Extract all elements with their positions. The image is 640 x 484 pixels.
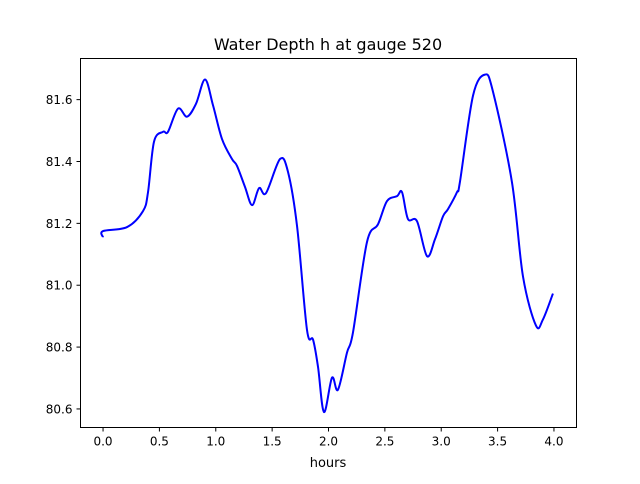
x-tick-label: 0.0 — [93, 435, 112, 449]
x-tick-label: 3.0 — [432, 435, 451, 449]
y-tick-label: 80.8 — [46, 341, 73, 355]
y-tick-label: 81.2 — [46, 217, 73, 231]
x-axis-label: hours — [310, 456, 347, 471]
axes-frame — [80, 58, 577, 428]
x-tick-label: 2.0 — [319, 435, 338, 449]
chart-title: Water Depth h at gauge 520 — [214, 35, 442, 54]
y-tick-label: 81.0 — [46, 279, 73, 293]
series-line-h — [100, 73, 554, 414]
y-tick-label: 80.6 — [46, 402, 73, 416]
y-axis-ticks: 80.6 80.8 81.0 81.2 81.4 81.6 — [46, 93, 81, 416]
x-axis-ticks: 0.0 0.5 1.0 1.5 2.0 2.5 3.0 3.5 4.0 — [93, 427, 564, 449]
x-tick-label: 4.0 — [544, 435, 563, 449]
x-tick-label: 3.5 — [488, 435, 507, 449]
x-tick-label: 2.5 — [375, 435, 394, 449]
x-tick-label: 0.5 — [150, 435, 169, 449]
x-tick-label: 1.5 — [263, 435, 282, 449]
x-tick-label: 1.0 — [206, 435, 225, 449]
y-tick-label: 81.4 — [46, 155, 73, 169]
y-tick-label: 81.6 — [46, 93, 73, 107]
